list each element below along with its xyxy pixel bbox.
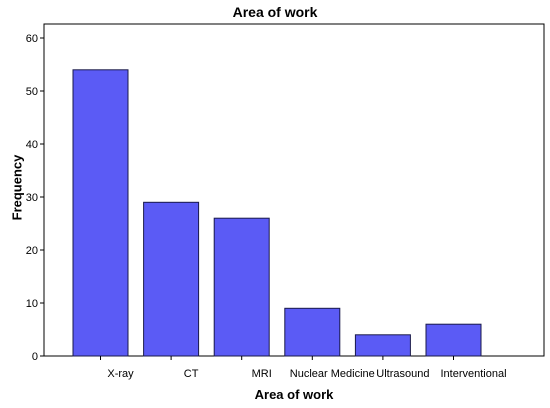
y-tick-label: 60 [26, 33, 38, 45]
y-axis: 0 10 20 30 40 50 60 [26, 33, 44, 363]
y-axis-label: Frequency [9, 154, 25, 221]
x-axis: X-ray CT MRI Nuclear Medicine Ultrasound Inte… [100, 356, 507, 380]
bar-interventional [425, 323, 482, 357]
x-tick-label: X-ray [107, 368, 134, 380]
bar-ct [143, 201, 200, 357]
y-tick-label: 20 [26, 245, 38, 257]
chart-title: Area of work [232, 4, 318, 20]
x-tick-label: CT [184, 368, 199, 380]
bar-ultrasound [354, 334, 411, 357]
x-tick-label: MRI [252, 368, 272, 380]
y-tick-label: 30 [26, 192, 38, 204]
bar-mri [213, 217, 270, 357]
x-tick-label: Interventional [440, 368, 506, 380]
y-tick-label: 40 [26, 139, 38, 151]
y-tick-label: 0 [32, 351, 38, 363]
y-tick-label: 10 [26, 298, 38, 310]
x-axis-label: Area of work [254, 387, 334, 402]
y-tick-label: 50 [26, 86, 38, 98]
x-tick-label: Nuclear Medicine [290, 368, 375, 380]
bar-nuclear-medicine [284, 307, 341, 357]
bar-x-ray [72, 69, 129, 357]
bars-group [72, 69, 482, 357]
x-tick-label: Ultrasound [376, 368, 429, 380]
